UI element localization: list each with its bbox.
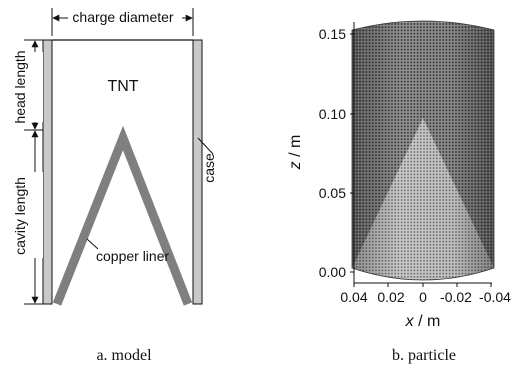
caption-model: a. model bbox=[96, 347, 152, 364]
caption-particle: b. particle bbox=[392, 347, 456, 364]
copper-liner-label: copper liner bbox=[96, 248, 169, 264]
x-axis-label: x / m bbox=[405, 313, 441, 330]
model-panel: charge diameter head length cavity lengt… bbox=[12, 7, 217, 364]
y-tick-label: 0.15 bbox=[319, 26, 346, 42]
charge-diameter-label: charge diameter bbox=[72, 9, 174, 25]
cavity-length-label: cavity length bbox=[12, 177, 28, 255]
tnt-label: TNT bbox=[107, 78, 138, 95]
head-length-label: head length bbox=[12, 50, 28, 123]
y-tick-label: 0.05 bbox=[319, 185, 346, 201]
y-ticks: 0.00 0.05 0.10 0.15 bbox=[319, 26, 354, 280]
case-leader bbox=[197, 137, 214, 155]
particle-outline bbox=[351, 20, 495, 281]
x-tick-label: 0.02 bbox=[377, 289, 404, 305]
case-right-wall bbox=[192, 39, 203, 305]
particle-panel: 0.00 0.05 0.10 0.15 0.04 0.02 0 -0.02 -0… bbox=[287, 20, 511, 364]
x-tick-label: -0.02 bbox=[440, 289, 472, 305]
case-label: case bbox=[201, 153, 217, 183]
y-tick-label: 0.00 bbox=[319, 264, 346, 280]
x-ticks: 0.04 0.02 0 -0.02 -0.04 bbox=[340, 283, 511, 305]
case-left-wall bbox=[42, 39, 53, 305]
liner-leader bbox=[86, 238, 99, 250]
y-tick-label: 0.10 bbox=[319, 106, 346, 122]
x-tick-label: 0 bbox=[419, 289, 427, 305]
copper-liner bbox=[52, 125, 193, 306]
x-tick-label: 0.04 bbox=[340, 289, 367, 305]
y-axis-label: z / m bbox=[287, 135, 304, 171]
x-tick-label: -0.04 bbox=[479, 289, 511, 305]
particle-charge bbox=[352, 21, 494, 280]
